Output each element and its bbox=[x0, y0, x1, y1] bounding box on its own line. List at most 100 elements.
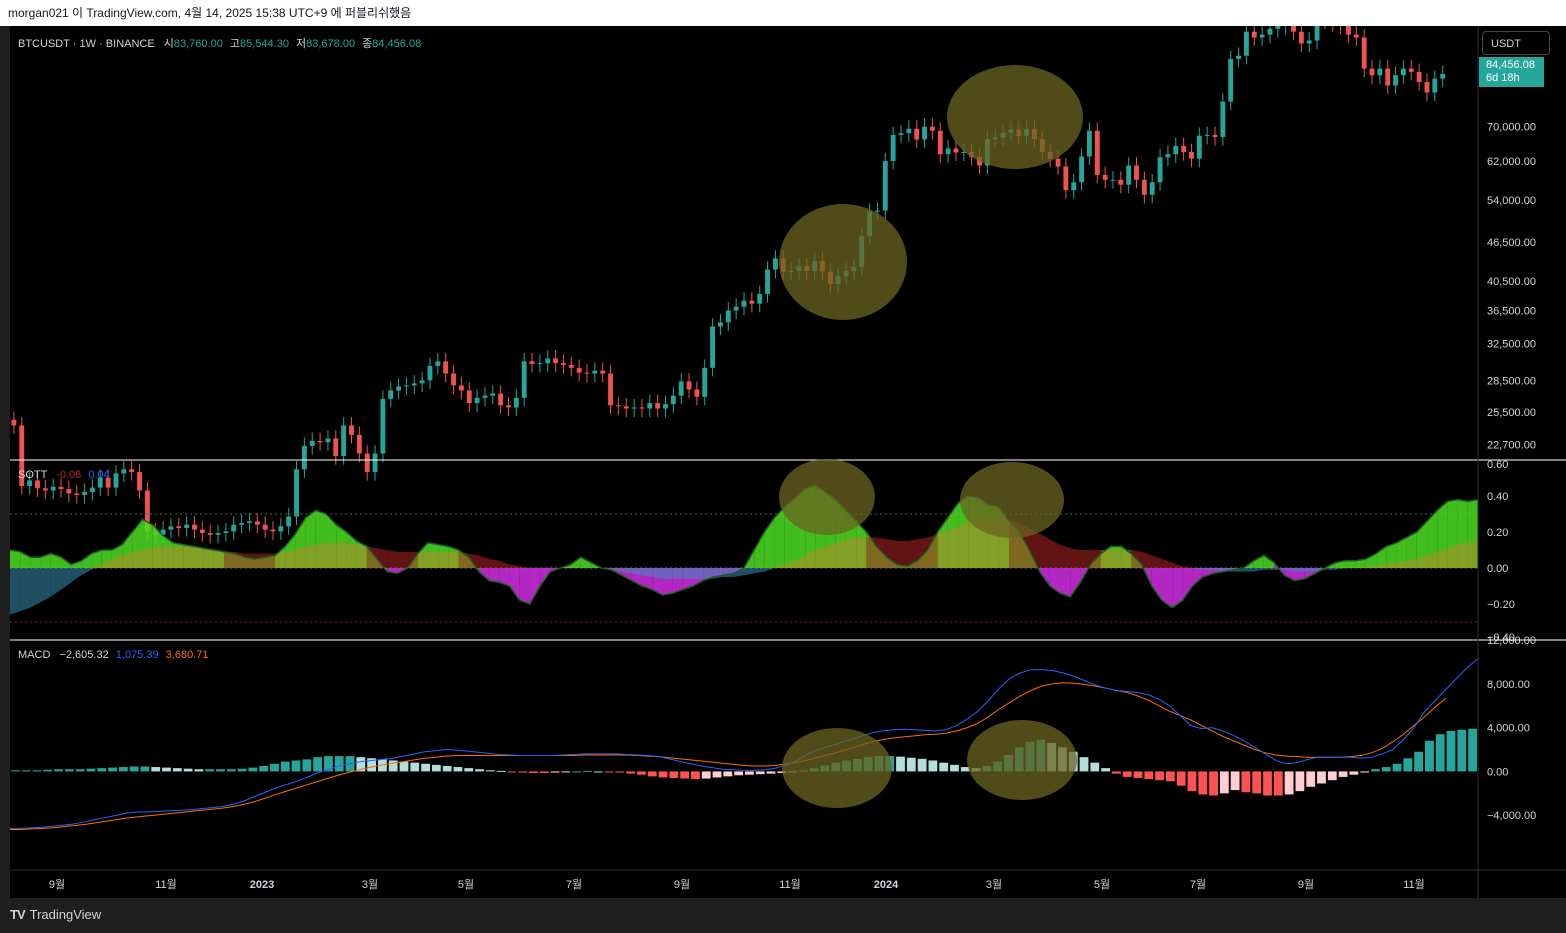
sott-signal-segment bbox=[1253, 568, 1264, 572]
candle-body bbox=[35, 480, 40, 489]
sott-pane[interactable]: −0.20 0.00 0.20 0.40 0.60 −0.40 bbox=[9, 459, 1515, 644]
symbol-label[interactable]: BTCUSDT · 1W · BINANCE bbox=[18, 38, 155, 50]
macd-histogram-bar bbox=[1198, 771, 1208, 795]
sott-signal-segment bbox=[203, 548, 214, 568]
macd-histogram-bar bbox=[280, 761, 290, 772]
sott-signal-segment bbox=[1396, 560, 1407, 568]
candle-body bbox=[1063, 166, 1069, 191]
macd-histogram-bar bbox=[561, 771, 571, 773]
last-price-value: 84,456.08 bbox=[1486, 59, 1535, 71]
candle-body bbox=[1149, 182, 1155, 195]
candle-body bbox=[294, 469, 299, 517]
sott-area-segment bbox=[1070, 568, 1081, 597]
sott-signal-segment bbox=[356, 544, 367, 568]
sott-tick-label: 0.40 bbox=[1487, 491, 1508, 503]
candle-body bbox=[89, 487, 95, 492]
candle-body bbox=[1071, 182, 1077, 191]
price-tick-label: 32,500.00 bbox=[1487, 338, 1536, 350]
macd-histogram-bar bbox=[1176, 771, 1186, 786]
footer-bar: TV TradingView bbox=[0, 898, 1566, 933]
sott-area-segment bbox=[1345, 560, 1356, 568]
macd-histogram-bar bbox=[388, 760, 398, 772]
sott-area-segment bbox=[387, 568, 398, 574]
macd-histogram-bar bbox=[1349, 771, 1359, 775]
chart-background bbox=[10, 26, 1478, 898]
candle-body bbox=[725, 310, 731, 323]
sott-signal-segment bbox=[397, 551, 408, 568]
candle-body bbox=[513, 397, 519, 408]
sott-area-segment bbox=[489, 568, 500, 583]
price-tick-label: 46,500.00 bbox=[1487, 237, 1536, 249]
macd-histogram-bar bbox=[1187, 771, 1197, 792]
candle-body bbox=[553, 358, 559, 364]
candle-body bbox=[1346, 26, 1351, 35]
macd-histogram-bar bbox=[658, 771, 668, 778]
sott-area-segment bbox=[519, 568, 530, 604]
candle-body bbox=[1110, 179, 1116, 181]
sott-area-segment bbox=[1416, 521, 1428, 568]
sott-signal-segment bbox=[499, 560, 510, 568]
candle-body bbox=[1259, 34, 1265, 38]
sott-signal-segment bbox=[1212, 568, 1224, 572]
candle-body bbox=[176, 526, 182, 528]
bar-countdown: 6d 18h bbox=[1486, 72, 1520, 84]
time-tick-label: 7월 bbox=[566, 878, 582, 891]
candle-body bbox=[388, 390, 394, 399]
candle-body bbox=[749, 300, 755, 304]
currency-selector[interactable]: USDT bbox=[1482, 31, 1550, 55]
macd-histogram-bar bbox=[518, 771, 528, 773]
candle-body bbox=[561, 363, 566, 365]
macd-histogram-bar bbox=[1090, 762, 1100, 772]
macd-histogram-bar bbox=[378, 759, 387, 772]
macd-tick-label: 8,000.00 bbox=[1487, 679, 1530, 691]
sott-signal-segment bbox=[1243, 568, 1254, 572]
candle-body bbox=[545, 358, 551, 364]
candle-body bbox=[1165, 154, 1171, 158]
candle-body bbox=[1212, 134, 1218, 137]
macd-histogram-bar bbox=[1381, 767, 1391, 772]
macd-histogram-bar bbox=[334, 756, 344, 772]
sott-signal-segment bbox=[703, 568, 714, 579]
price-pane[interactable]: 22,700.00 25,500.00 28,500.00 32,500.00 36,5… bbox=[11, 26, 1536, 544]
sott-name[interactable]: SOTT bbox=[18, 469, 48, 481]
sott-area-segment bbox=[529, 568, 541, 604]
candle-body bbox=[663, 404, 668, 409]
candle-body bbox=[113, 473, 119, 488]
macd-histogram-bar bbox=[529, 771, 538, 774]
time-tick-label: 2023 bbox=[250, 879, 274, 891]
macd-histogram-bar bbox=[1230, 771, 1240, 791]
sott-area-segment bbox=[774, 506, 785, 568]
macd-histogram-bar bbox=[939, 762, 949, 772]
macd-histogram-bar bbox=[1112, 771, 1121, 774]
price-axis-area[interactable] bbox=[1478, 26, 1566, 898]
macd-histogram-bar bbox=[410, 762, 420, 772]
sott-signal-segment bbox=[366, 546, 377, 568]
tradingview-logo[interactable]: TV TradingView bbox=[10, 907, 101, 922]
sott-signal-segment bbox=[1467, 541, 1478, 568]
sott-signal-segment bbox=[132, 550, 143, 568]
macd-histogram-bar bbox=[1414, 751, 1424, 772]
high-value: 85,544.30 bbox=[240, 38, 289, 50]
candle-body bbox=[945, 148, 951, 155]
macd-name[interactable]: MACD bbox=[18, 649, 51, 661]
chart-canvas[interactable]: 22,700.00 25,500.00 28,500.00 32,500.00 36,5… bbox=[0, 26, 1566, 898]
macd-histogram-bar bbox=[324, 756, 333, 772]
sott-value-1: -0.08 bbox=[56, 469, 82, 481]
macd-histogram-bar bbox=[928, 760, 938, 772]
price-tick-label: 36,500.00 bbox=[1487, 306, 1536, 318]
candle-body bbox=[1298, 31, 1304, 44]
sott-signal-segment bbox=[1029, 528, 1040, 568]
sott-signal-segment bbox=[825, 542, 836, 568]
sott-tick-label-bottom: −0.40 bbox=[1487, 632, 1515, 644]
sott-signal-segment bbox=[907, 539, 918, 568]
time-axis[interactable]: 9월 11월 2023 3월 5월 7월 9월 11월 2024 3월 5월 7월 9월 11월 bbox=[49, 878, 1425, 891]
sott-signal-segment bbox=[1335, 568, 1346, 570]
sott-signal-segment bbox=[111, 555, 123, 568]
macd-histogram-bar bbox=[960, 767, 970, 772]
low-label: 저 bbox=[296, 38, 307, 50]
macd-histogram-bar bbox=[442, 765, 452, 772]
sott-signal-segment bbox=[672, 568, 683, 579]
sott-area-segment bbox=[1284, 568, 1295, 581]
candle-body bbox=[898, 133, 904, 135]
candle-body bbox=[584, 372, 590, 374]
